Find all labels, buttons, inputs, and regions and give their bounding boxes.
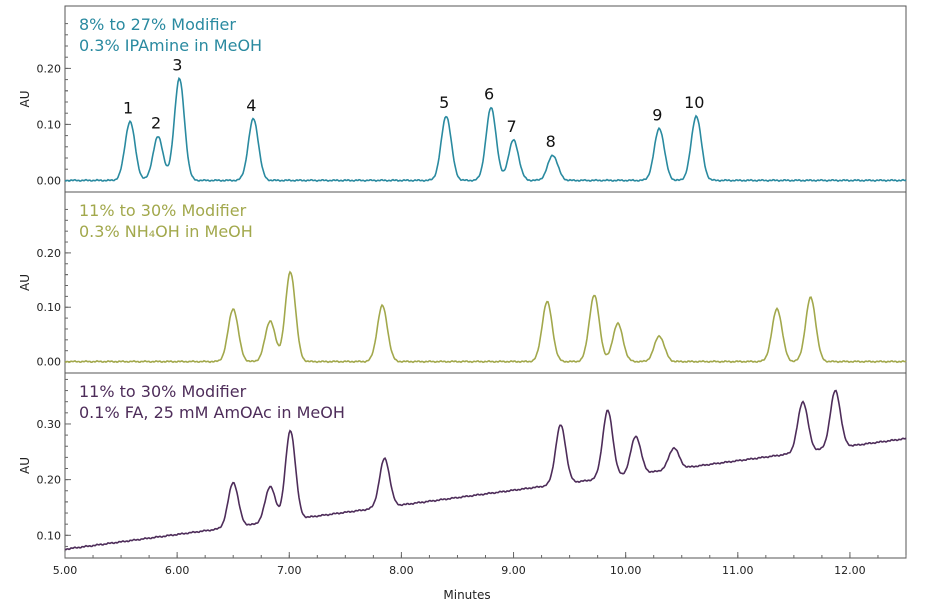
conditions-annotation-line: 11% to 30% Modifier [79, 201, 247, 220]
peak-number-label: 4 [246, 96, 256, 115]
peak-number-label: 9 [652, 105, 662, 124]
x-tick-label: 7.00 [277, 564, 302, 577]
y-tick-label: 0.20 [37, 62, 62, 75]
y-tick-label: 0.10 [37, 118, 62, 131]
y-tick-label: 0.30 [37, 418, 62, 431]
conditions-annotation-line: 8% to 27% Modifier [79, 15, 236, 34]
y-tick-label: 0.00 [37, 356, 62, 369]
x-tick-label: 6.00 [165, 564, 190, 577]
y-tick-label: 0.00 [37, 174, 62, 187]
chromatogram-panels: 0.00 0.10 0.20 AU 8% to 27% Modifier 0.3% IPA… [18, 5, 907, 559]
y-tick-label: 0.20 [37, 247, 62, 260]
y-axis-label: AU [18, 274, 32, 291]
x-axis-label: Minutes [443, 588, 490, 602]
x-tick-label: 11.00 [722, 564, 754, 577]
conditions-annotation-line: 0.3% NH₄OH in MeOH [79, 222, 253, 241]
y-axis-label: AU [18, 91, 32, 108]
chromatogram-trace [64, 76, 907, 183]
chromatogram-panel-1: 0.00 0.10 0.20 AU 8% to 27% Modifier 0.3% IPA… [18, 5, 907, 193]
chromatogram-panel-2: 0.00 0.10 0.20 AU 11% to 30% Modifier 0.3% NH… [18, 191, 907, 374]
conditions-annotation-line: 0.1% FA, 25 mM AmOAc in MeOH [79, 403, 345, 422]
peak-number-label: 10 [684, 93, 704, 112]
x-tick-label: 9.00 [501, 564, 526, 577]
x-axis: 5.00 6.00 7.00 8.00 9.00 10.00 11.00 12.00 [53, 552, 907, 577]
peak-number-label: 5 [439, 93, 449, 112]
peak-number-label: 6 [484, 85, 494, 104]
chromatogram-trace [64, 270, 907, 364]
peak-number-label: 7 [506, 117, 516, 136]
y-axis-label: AU [18, 457, 32, 474]
chromatogram-panel-3: 0.10 0.20 0.30 AU 11% to 30% Modifier 0.1% FA… [18, 372, 907, 559]
x-tick-label: 5.00 [53, 564, 78, 577]
conditions-annotation-line: 0.3% IPAmine in MeOH [79, 36, 262, 55]
x-tick-label: 10.00 [610, 564, 642, 577]
conditions-annotation-line: 11% to 30% Modifier [79, 382, 247, 401]
y-tick-label: 0.10 [37, 529, 62, 542]
peak-number-label: 2 [151, 114, 161, 133]
x-tick-label: 8.00 [389, 564, 414, 577]
peak-number-label: 3 [172, 55, 182, 74]
x-tick-label: 12.00 [834, 564, 866, 577]
peak-number-label: 8 [546, 132, 556, 151]
chromatogram-trace [64, 389, 907, 551]
y-tick-label: 0.10 [37, 301, 62, 314]
y-tick-label: 0.20 [37, 474, 62, 487]
peak-number-label: 1 [123, 99, 133, 118]
